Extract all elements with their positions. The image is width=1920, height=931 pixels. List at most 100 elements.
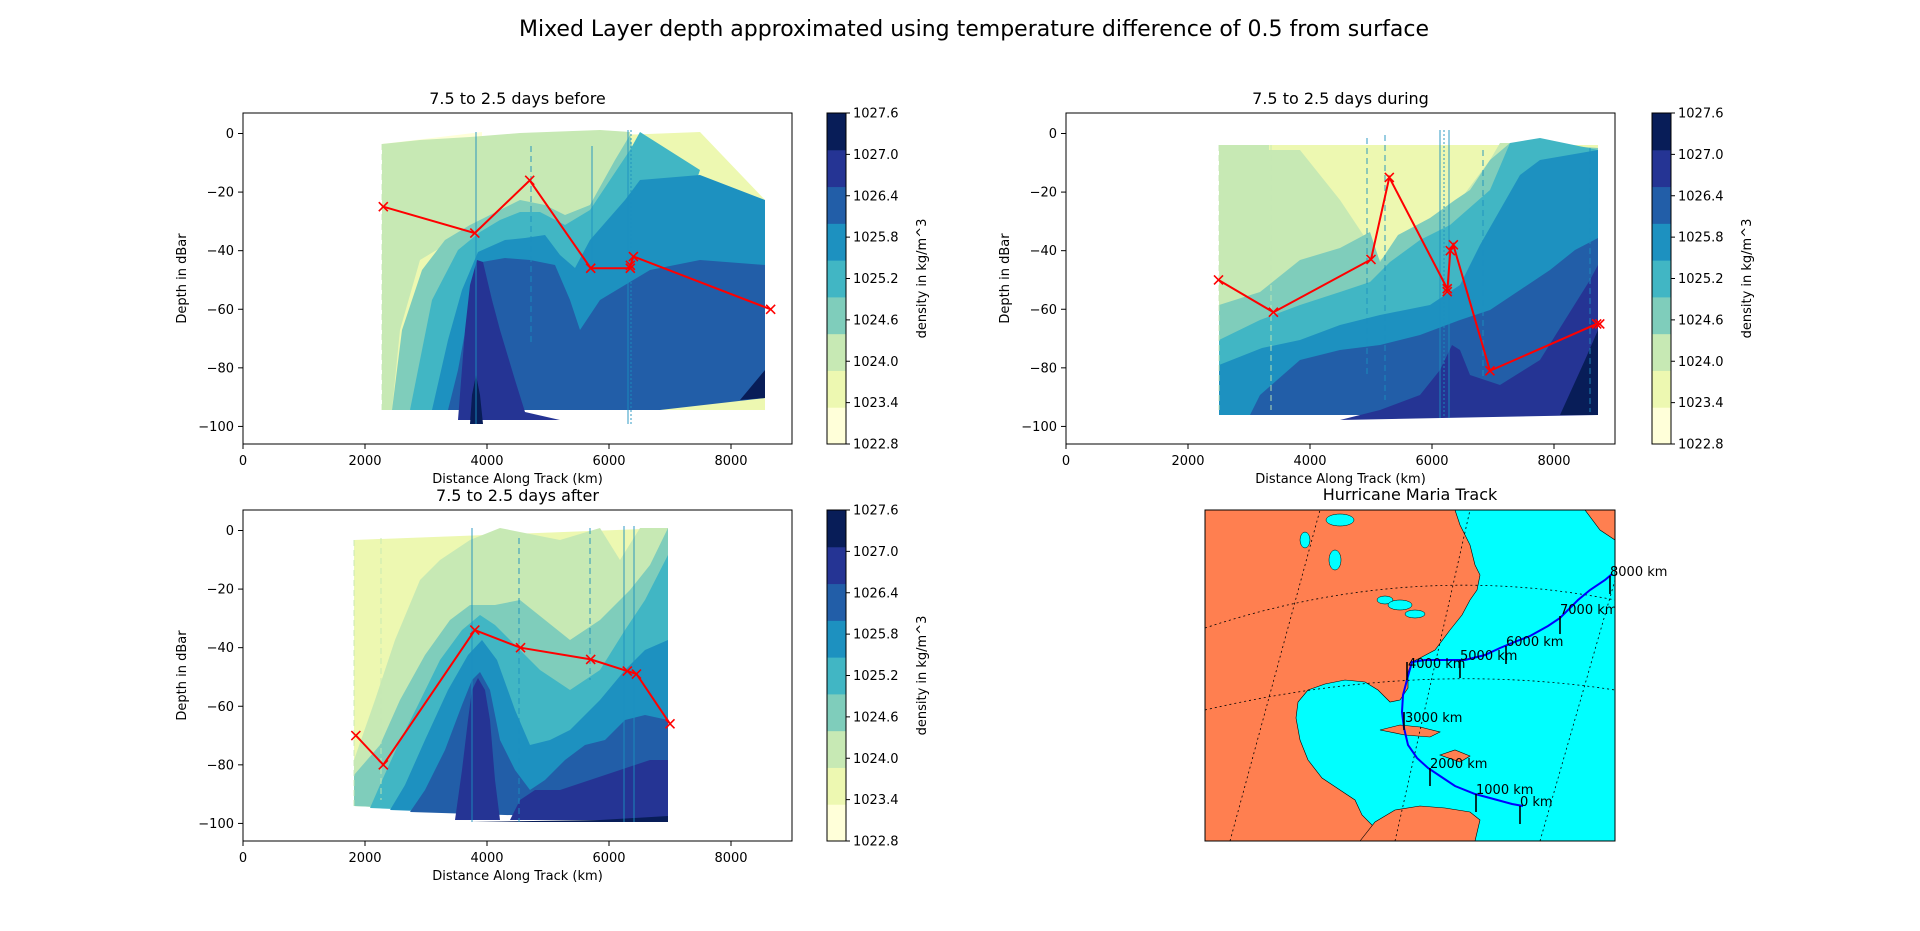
- axes-frame-after: [242, 509, 793, 842]
- x-tick-label-during: 2000: [1171, 454, 1204, 469]
- axes-layer: 7.5 to 2.5 days before 0 2000 4000 6000 8000 0…: [175, 89, 1616, 884]
- colorbar-tick-label-0: 1026.4: [853, 189, 899, 204]
- colorbar-band-0-1: [827, 370, 846, 408]
- track-label-6000: 6000 km: [1506, 635, 1563, 650]
- mld-point-before-6: [628, 251, 639, 262]
- track-label-8000: 8000 km: [1610, 565, 1667, 580]
- y-axis-label-during: Depth in dBar: [998, 233, 1013, 324]
- colorbar-tick-label-0: 1027.0: [853, 148, 899, 163]
- map-lakes: [1299, 513, 1426, 619]
- map-area: 0 km 1000 km 2000 km 3000 km 4000 km 500…: [1205, 510, 1615, 841]
- mld-point-after-2: [469, 625, 480, 636]
- colorbar-band-1-4: [1652, 260, 1671, 298]
- colorbar-band-2-2: [827, 730, 846, 768]
- x-tick-label-after: 8000: [714, 851, 747, 866]
- map-land-north-america: [1205, 510, 1481, 841]
- mld-point-before-7: [765, 304, 776, 315]
- colorbar-band-1-0: [1652, 407, 1671, 445]
- colorbar-band-1-5: [1652, 223, 1671, 261]
- colorbar-tick-label-1: 1025.2: [1678, 272, 1724, 287]
- colorbar-band-1-6: [1652, 186, 1671, 224]
- y-tick-label-before: −80: [207, 361, 234, 376]
- colorbar-label-0: density in kg/m^3: [915, 219, 930, 339]
- colorbar-0: 1022.8 1023.4 1024.0 1024.6 1025.2 1025.8 1026…: [826, 107, 930, 453]
- y-axis-label-after: Depth in dBar: [175, 630, 190, 721]
- mld-point-after-5: [622, 666, 633, 677]
- x-tick-label-before: 6000: [592, 454, 625, 469]
- map-panel: Hurricane Maria Track: [1204, 485, 1667, 842]
- colorbar-label-2: density in kg/m^3: [915, 616, 930, 736]
- y-tick-label-during: 0: [1049, 127, 1057, 142]
- x-axis-label-after: Distance Along Track (km): [432, 869, 603, 884]
- colorbar-band-2-7: [827, 546, 846, 585]
- figure-title: Mixed Layer depth approximated using tem…: [519, 17, 1429, 42]
- panel-after: [353, 526, 668, 822]
- y-tick-label-after: −100: [198, 817, 234, 832]
- y-tick-label-during: −80: [1030, 361, 1057, 376]
- colorbar-band-1-1: [1652, 370, 1671, 408]
- colorbar-tick-label-2: 1023.4: [853, 793, 899, 808]
- map-frame: [1204, 509, 1616, 842]
- y-tick-label-during: −100: [1021, 420, 1057, 435]
- mld-point-during-2: [1365, 254, 1377, 265]
- x-tick-label-during: 0: [1062, 454, 1070, 469]
- y-tick-label-before: −40: [207, 244, 234, 259]
- colorbar-tick-label-0: 1024.0: [853, 355, 899, 370]
- colorbar-tick-label-2: 1024.6: [853, 710, 899, 725]
- colorbar-tick-label-0: 1025.8: [853, 231, 899, 246]
- colorbar-tick-label-1: 1027.6: [1678, 107, 1724, 122]
- colorbar-band-0-8: [827, 113, 846, 151]
- contour-field-before: [382, 130, 765, 424]
- colorbar-band-2-6: [827, 583, 846, 621]
- x-tick-label-after: 4000: [470, 851, 503, 866]
- colorbar-band-2-0: [827, 804, 846, 842]
- mld-point-before-5: [625, 260, 636, 271]
- colorbar-tick-label-2: 1025.2: [853, 669, 899, 684]
- y-tick-label-before: −100: [198, 420, 234, 435]
- map-land-south-america: [1359, 805, 1481, 841]
- colorbar-band-1-3: [1652, 296, 1671, 335]
- colorbar-band-0-5: [827, 223, 846, 261]
- mld-point-during-7: [1448, 239, 1459, 250]
- mld-point-before-0: [378, 201, 389, 212]
- map-graticule: [1205, 510, 1615, 841]
- mld-point-after-6: [631, 668, 642, 680]
- y-axis-label-before: Depth in dBar: [175, 233, 190, 324]
- colorbar-tick-label-1: 1022.8: [1678, 438, 1724, 453]
- axes-after: 7.5 to 2.5 days after 0 2000 4000 6000 8000 0 −…: [175, 486, 793, 884]
- mld-point-during-9: [1591, 318, 1602, 329]
- chart-title-before: 7.5 to 2.5 days before: [429, 89, 606, 108]
- y-tick-label-during: −60: [1030, 303, 1057, 318]
- colorbar-band-2-3: [827, 693, 846, 732]
- track-labels: 0 km 1000 km 2000 km 3000 km 4000 km 500…: [1405, 603, 1615, 810]
- y-tick-label-before: −60: [207, 303, 234, 318]
- chart-title-during: 7.5 to 2.5 days during: [1252, 89, 1429, 108]
- y-tick-label-before: −20: [207, 186, 234, 201]
- colorbar-band-2-1: [827, 767, 846, 805]
- colorbar-tick-label-2: 1025.8: [853, 628, 899, 643]
- colorbar-layer: 1022.8 1023.4 1024.0 1024.6 1025.2 1025.8 1026…: [826, 107, 1755, 850]
- mld-point-after-1: [378, 759, 389, 770]
- colorbar-2: 1022.8 1023.4 1024.0 1024.6 1025.2 1025.8 1026…: [826, 504, 930, 850]
- x-tick-label-during: 4000: [1293, 454, 1326, 469]
- mld-point-during-8: [1484, 365, 1496, 376]
- axes-frame-during: [1065, 112, 1616, 445]
- chart-title-after: 7.5 to 2.5 days after: [436, 486, 599, 505]
- x-axis-label-before: Distance Along Track (km): [432, 472, 603, 487]
- colorbar-tick-label-2: 1027.6: [853, 504, 899, 519]
- mld-point-during-0: [1213, 274, 1224, 286]
- colorbar-tick-label-1: 1024.0: [1678, 355, 1724, 370]
- track-label-2000: 2000 km: [1430, 757, 1487, 772]
- colorbar-band-2-5: [827, 620, 846, 658]
- mld-point-after-7: [664, 718, 676, 729]
- track-label-1000: 1000 km: [1476, 783, 1533, 798]
- colorbar-tick-label-0: 1022.8: [853, 438, 899, 453]
- x-tick-label-after: 2000: [348, 851, 381, 866]
- colorbar-band-1-8: [1652, 113, 1671, 151]
- mld-point-during-6: [1445, 245, 1456, 256]
- y-tick-label-during: −40: [1030, 244, 1057, 259]
- mld-point-during-5: [1442, 286, 1453, 297]
- track-label-4000: 4000 km: [1408, 657, 1465, 672]
- colorbar-band-0-6: [827, 186, 846, 224]
